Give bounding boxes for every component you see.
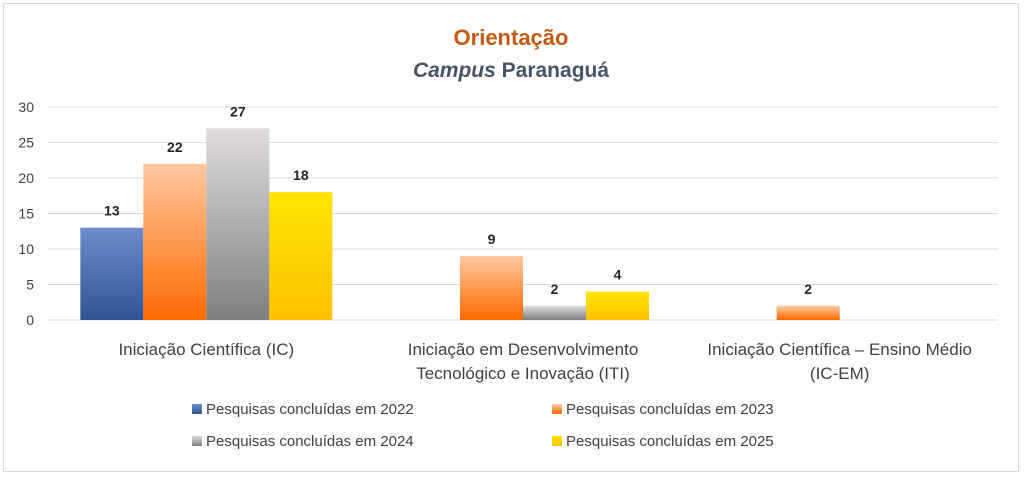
chart-title: Orientação [454, 25, 569, 50]
y-tick-label: 25 [18, 135, 34, 151]
legend-label: Pesquisas concluídas em 2025 [566, 433, 774, 450]
legend-swatch [552, 404, 562, 414]
bar [80, 227, 144, 320]
x-axis-categories: Iniciação Científica (IC) Iniciação em De… [118, 340, 971, 383]
legend-label: Pesquisas concluídas em 2022 [206, 401, 414, 418]
bar [269, 192, 333, 320]
category-label: Tecnológico e Inovação (ITI) [416, 364, 630, 383]
subtitle-italic: Campus [413, 59, 496, 82]
category-label: Iniciação Científica (IC) [118, 340, 294, 359]
y-axis-ticks: 0 5 10 15 20 25 30 [18, 99, 34, 328]
y-tick-label: 0 [26, 312, 34, 328]
data-label: 13 [104, 203, 120, 219]
chart-subtitle: Campus Paranaguá [413, 59, 609, 82]
category-label: (IC-EM) [810, 364, 869, 383]
data-labels: 13 22 27 18 9 2 4 2 [104, 103, 812, 296]
bars [80, 128, 840, 320]
category-label: Iniciação em Desenvolvimento [408, 340, 639, 359]
legend-swatch [192, 404, 202, 414]
data-label: 4 [614, 267, 622, 283]
y-tick-label: 15 [18, 206, 34, 222]
data-label: 18 [293, 167, 309, 183]
bar [776, 305, 840, 320]
bar [143, 163, 207, 320]
y-tick-label: 10 [18, 241, 34, 257]
y-tick-label: 20 [18, 170, 34, 186]
bar [206, 128, 270, 320]
subtitle-rest: Paranaguá [496, 59, 610, 82]
category-label: Iniciação Científica – Ensino Médio [707, 340, 972, 359]
legend: Pesquisas concluídas em 2022 Pesquisas co… [192, 401, 774, 450]
legend-swatch [552, 436, 562, 446]
legend-label: Pesquisas concluídas em 2024 [206, 433, 414, 450]
data-label: 9 [488, 231, 496, 247]
y-tick-label: 5 [26, 277, 34, 293]
data-label: 2 [804, 281, 812, 297]
data-label: 27 [230, 103, 246, 119]
bar [586, 291, 649, 320]
legend-swatch [192, 436, 202, 446]
bar [460, 256, 523, 320]
y-tick-label: 30 [18, 99, 34, 115]
legend-label: Pesquisas concluídas em 2023 [566, 401, 774, 418]
data-label: 22 [167, 139, 183, 155]
data-label: 2 [551, 281, 559, 297]
bar [523, 305, 586, 320]
